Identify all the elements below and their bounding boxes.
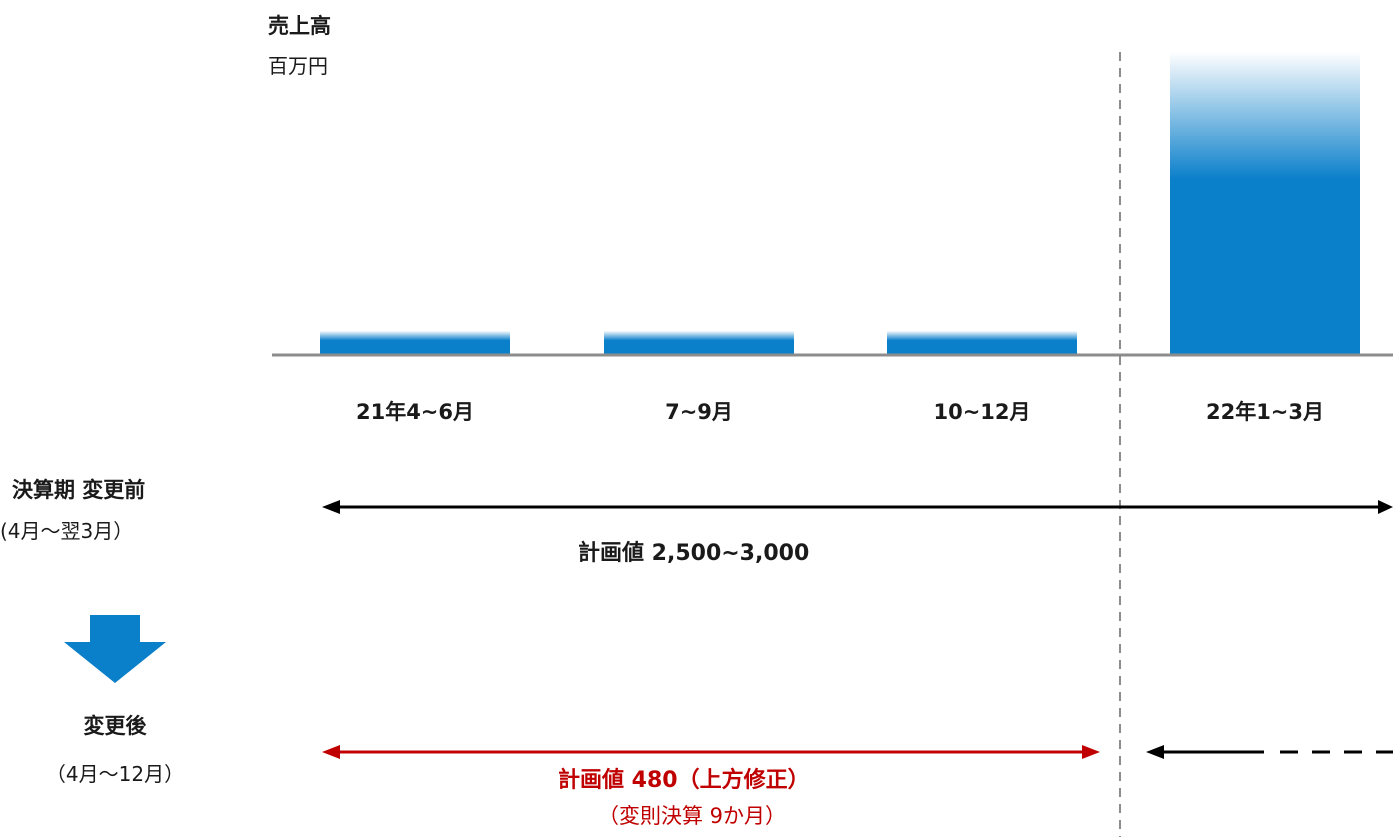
after-period-arrow bbox=[322, 745, 1100, 759]
down-arrow-icon bbox=[64, 615, 166, 683]
bar-3 bbox=[887, 330, 1077, 355]
category-label-q2: 7~9月 bbox=[665, 400, 733, 424]
y-axis-unit: 百万円 bbox=[268, 54, 328, 78]
chart-title: 売上高 bbox=[268, 14, 331, 38]
bar-4 bbox=[1170, 52, 1360, 355]
plan-value-after: 計画値 480（上方修正） bbox=[558, 768, 810, 793]
plan-value-after-note: （変則決算 9か月） bbox=[598, 804, 787, 828]
plan-value-before: 計画値 2,500~3,000 bbox=[578, 541, 810, 566]
category-label-q3: 10~12月 bbox=[933, 400, 1031, 424]
bars-layer bbox=[320, 52, 1360, 355]
after-change-subtitle: （4月〜12月） bbox=[45, 762, 185, 786]
bar-1 bbox=[320, 330, 510, 355]
before-change-subtitle: (4月〜翌3月） bbox=[0, 519, 134, 543]
category-label-q4: 22年1~3月 bbox=[1205, 400, 1325, 424]
before-period-arrow bbox=[322, 500, 1393, 514]
category-label-q1: 21年4~6月 bbox=[355, 400, 475, 424]
excluded-quarter-arrow bbox=[1146, 745, 1393, 759]
bar-2 bbox=[604, 330, 794, 355]
after-change-title: 変更後 bbox=[83, 714, 147, 738]
before-change-title: 決算期 変更前 bbox=[12, 478, 146, 502]
